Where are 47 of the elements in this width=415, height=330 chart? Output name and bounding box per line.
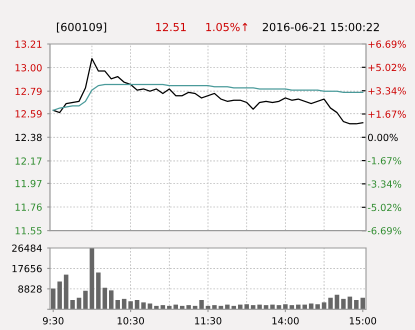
y-tick-label: 13.21 [16, 40, 42, 48]
bar [360, 298, 366, 310]
x-tick-label: 10:30 [118, 317, 144, 324]
y-tick-label: 17656 [12, 264, 42, 272]
y2-tick-label: -5.02% [368, 204, 402, 212]
y2-tick-label: -3.34% [368, 180, 402, 188]
y2-tick-label: +5.02% [368, 64, 406, 72]
bar [64, 274, 68, 310]
line-series [52, 84, 364, 111]
bar [70, 300, 75, 310]
y2-tick-label: -6.69% [368, 227, 402, 234]
text: 1.05%↑ [206, 22, 248, 32]
text: 2016-06-21 15:00:22 [262, 22, 379, 32]
chart-title: [600109] [56, 22, 106, 33]
text: 12.51 [156, 22, 186, 32]
y-tick-label: 13.00 [16, 64, 42, 72]
bar [57, 282, 62, 310]
x-tick-label: 11:30 [195, 317, 222, 324]
y-tick-label: 12.79 [16, 88, 42, 96]
bar [341, 298, 346, 310]
y2-tick-label: 0.00% [368, 134, 398, 142]
y2-tick-label: +3.34% [368, 87, 406, 95]
x-tick-label: 14:00 [272, 317, 299, 324]
bar [134, 300, 140, 310]
y-tick-label: 12.59 [16, 110, 42, 118]
bar [122, 298, 126, 310]
y-tick-label: 26484 [12, 244, 42, 252]
line-series [52, 58, 364, 124]
y-tick-label: 8828 [18, 285, 42, 293]
y-tick-label: 12.17 [16, 157, 42, 165]
x-tick-label: 9:30 [42, 317, 64, 324]
bar [354, 300, 359, 310]
y2-tick-label: +6.69% [368, 40, 406, 48]
y-tick-label: 11.97 [16, 180, 42, 188]
y-tick-label: 11.55 [16, 227, 42, 234]
y-tick-label: 12.38 [16, 134, 42, 142]
y2-tick-label: +1.67% [368, 110, 406, 118]
y-tick-label: 11.76 [16, 203, 42, 211]
bar [102, 288, 108, 310]
bar [96, 272, 101, 310]
bar [109, 290, 114, 310]
bar [348, 296, 352, 310]
bar [128, 301, 133, 310]
bar [50, 288, 56, 310]
x-tick-label: 15:00 [350, 317, 376, 324]
y2-tick-label: -1.67% [368, 157, 402, 164]
bar [115, 300, 120, 310]
